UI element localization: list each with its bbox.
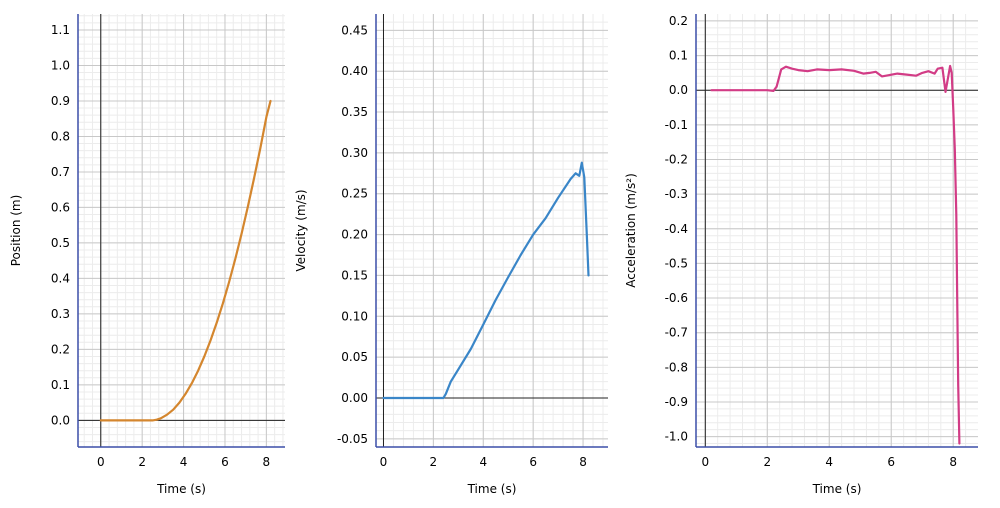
velocity-x-tick-label: 0 [380,455,388,469]
acceleration-y-axis-label: Acceleration (m/s²) [624,173,638,288]
velocity-y-tick-label: 0.10 [341,309,368,323]
acceleration-y-tick-label: 0.0 [669,83,688,97]
velocity-x-axis-label: Time (s) [467,482,517,496]
position-x-tick-label: 8 [263,455,271,469]
position-y-axis-label: Position (m) [9,195,23,267]
acceleration-x-tick-label: 4 [825,455,833,469]
position-series-line [99,99,272,422]
acceleration-y-tick-label: -0.5 [665,256,688,270]
position-y-tick-label: 1.1 [51,23,70,37]
acceleration-y-tick-label: -0.8 [665,360,688,374]
velocity-y-tick-label: 0.45 [341,23,368,37]
position-y-tick-label: 0.6 [51,200,70,214]
position-x-tick-label: 4 [180,455,188,469]
acceleration-y-tick-label: -0.9 [665,395,688,409]
position-y-tick-label: 0.0 [51,413,70,427]
velocity-y-tick-label: 0.15 [341,268,368,282]
acceleration-y-tick-label: -1.0 [665,430,688,444]
acceleration-series-line [710,64,961,445]
position-y-tick-label: 0.2 [51,342,70,356]
velocity-minor-grid [376,14,608,448]
position-y-tick-label: 0.9 [51,94,70,108]
position-y-tick-label: 0.4 [51,271,70,285]
acceleration-chart: 0.2 0.1 0.0 -0.1 -0.2 -0.3 -0.4 -0.5 -0.6 -0.7 -0.… [624,14,978,496]
velocity-y-tick-label: 0.05 [341,350,368,364]
velocity-x-tick-label: 4 [479,455,487,469]
acceleration-y-tick-label: -0.6 [665,291,688,305]
acceleration-y-tick-label: -0.7 [665,326,688,340]
acceleration-minor-grid [696,14,978,447]
velocity-y-axis-label: Velocity (m/s) [294,189,308,271]
velocity-y-tick-label: 0.30 [341,146,368,160]
acceleration-y-tick-label: -0.1 [665,118,688,132]
velocity-chart: -0.05 0.00 0.05 0.10 0.15 0.20 0.25 0.30 0.35 0.4… [294,14,608,496]
velocity-y-tick-label: 0.25 [341,187,368,201]
velocity-x-tick-label: 8 [579,455,587,469]
velocity-y-tick-label: 0.40 [341,64,368,78]
velocity-y-tick-label: -0.05 [337,432,368,446]
position-y-tick-label: 0.5 [51,236,70,250]
position-y-tick-label: 1.0 [51,58,70,72]
acceleration-x-tick-label: 6 [887,455,895,469]
acceleration-y-tick-label: -0.4 [665,222,688,236]
position-y-tick-label: 0.1 [51,378,70,392]
velocity-x-tick-label: 2 [430,455,438,469]
position-x-tick-label: 2 [138,455,146,469]
position-y-tick-label: 0.8 [51,129,70,143]
velocity-y-tick-label: 0.35 [341,105,368,119]
acceleration-x-tick-label: 2 [763,455,771,469]
position-y-tick-label: 0.7 [51,165,70,179]
position-y-tick-label: 0.3 [51,307,70,321]
acceleration-x-tick-label: 0 [701,455,709,469]
acceleration-y-tick-label: -0.2 [665,152,688,166]
acceleration-y-tick-label: 0.1 [669,49,688,63]
acceleration-x-axis-label: Time (s) [812,482,862,496]
position-minor-grid [78,14,285,447]
acceleration-x-tick-label: 8 [949,455,957,469]
position-x-tick-label: 6 [221,455,229,469]
position-x-tick-label: 0 [97,455,105,469]
position-chart: 0.0 0.1 0.2 0.3 0.4 0.5 0.6 0.7 0.8 0.9 1.0 1.1 0 2 4 6… [9,14,285,496]
acceleration-major-grid [696,14,978,447]
velocity-y-tick-label: 0.00 [341,391,368,405]
acceleration-y-tick-label: 0.2 [669,14,688,28]
velocity-x-tick-label: 6 [529,455,537,469]
velocity-y-tick-label: 0.20 [341,228,368,242]
position-x-axis-label: Time (s) [156,482,206,496]
acceleration-y-tick-label: -0.3 [665,187,688,201]
velocity-series-line [382,161,590,400]
